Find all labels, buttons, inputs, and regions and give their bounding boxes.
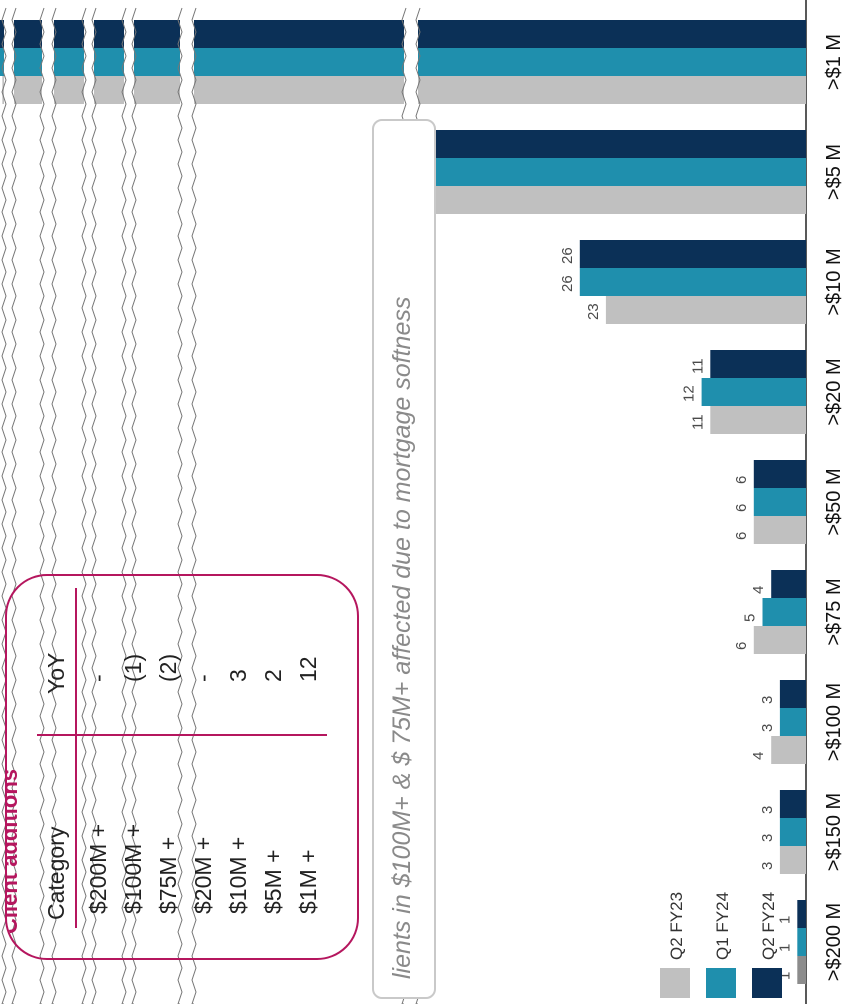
bar-q2-fy23 bbox=[418, 186, 806, 214]
legend-swatch bbox=[752, 968, 782, 998]
data-label: 11 bbox=[689, 414, 706, 430]
bar-q2-fy24 bbox=[771, 570, 807, 598]
category-label: >$75 M bbox=[823, 578, 845, 645]
table-cell-category: $200M + bbox=[85, 823, 111, 914]
bar-q1-fy24 bbox=[398, 158, 806, 186]
data-label: 4 bbox=[750, 586, 767, 594]
legend-label: Q2 FY23 bbox=[667, 892, 686, 960]
data-label: 1 bbox=[776, 916, 793, 924]
category-label: >$5 M bbox=[823, 144, 845, 200]
data-label: 23 bbox=[585, 303, 602, 320]
bar-q1-fy24 bbox=[779, 708, 807, 736]
annotation-callout: lients in $100M+ & $ 75M+ affected due t… bbox=[372, 119, 436, 999]
data-label: 4 bbox=[750, 752, 767, 760]
table-header-yoy: YoY bbox=[43, 652, 69, 694]
data-label: 12 bbox=[681, 385, 698, 402]
table-column-divider bbox=[37, 734, 327, 736]
data-label: 5 bbox=[742, 614, 759, 622]
data-label: 6 bbox=[733, 504, 750, 512]
table-cell-category: $20M + bbox=[190, 836, 216, 914]
legend-label: Q1 FY24 bbox=[713, 892, 732, 960]
category-label: >$100 M bbox=[823, 683, 845, 761]
bar-q2-fy24 bbox=[710, 350, 806, 378]
table-cell-category: $75M + bbox=[155, 836, 181, 914]
table-header-category: Category bbox=[43, 826, 69, 920]
table-cell-yoy: 3 bbox=[225, 669, 251, 682]
legend-label: Q2 FY24 bbox=[759, 892, 778, 960]
axis-break bbox=[1, 0, 17, 1004]
bar-q2-fy23 bbox=[771, 736, 807, 764]
axis-break bbox=[121, 0, 137, 1004]
data-label: 3 bbox=[759, 696, 776, 704]
data-label: 6 bbox=[733, 532, 750, 540]
category-label: >$20 M bbox=[823, 358, 845, 425]
data-label: 26 bbox=[559, 247, 576, 264]
bar-q2-fy24 bbox=[0, 20, 806, 48]
bar-q2-fy24 bbox=[779, 680, 807, 708]
data-label: 1 bbox=[776, 972, 793, 980]
bar-q1-fy24 bbox=[762, 598, 806, 626]
bar-q2-fy23 bbox=[797, 956, 806, 984]
category-label: >$150 M bbox=[823, 793, 845, 871]
table-title: Client additions bbox=[5, 769, 22, 934]
bar-q2-fy23 bbox=[779, 846, 807, 874]
bar-q1-fy24 bbox=[753, 488, 806, 516]
axis-break bbox=[39, 0, 57, 1004]
data-label: 26 bbox=[559, 275, 576, 292]
data-label: 1 bbox=[776, 944, 793, 952]
table-cell-category: $1M + bbox=[295, 849, 321, 914]
category-label: >$50 M bbox=[823, 468, 845, 535]
table-cell-category: $10M + bbox=[225, 836, 251, 914]
bar-q2-fy24 bbox=[579, 240, 806, 268]
bar-q2-fy24 bbox=[797, 900, 806, 928]
bar-q1-fy24 bbox=[797, 928, 806, 956]
legend-swatch bbox=[706, 968, 736, 998]
data-label: 11 bbox=[689, 358, 706, 374]
data-label: 3 bbox=[759, 806, 776, 814]
legend-swatch bbox=[660, 968, 690, 998]
data-label: 3 bbox=[759, 862, 776, 870]
bar-q2-fy24 bbox=[779, 790, 807, 818]
data-label: 3 bbox=[759, 724, 776, 732]
axis-break bbox=[81, 0, 97, 1004]
table-cell-yoy: - bbox=[85, 674, 111, 682]
data-label: 3 bbox=[759, 834, 776, 842]
table-cell-yoy: 12 bbox=[295, 656, 321, 682]
table-cell-category: $100M + bbox=[120, 823, 146, 914]
bar-q2-fy23 bbox=[605, 296, 807, 324]
bar-q1-fy24 bbox=[579, 268, 806, 296]
bar-q1-fy24 bbox=[779, 818, 807, 846]
data-label: 6 bbox=[733, 476, 750, 484]
bar-q2-fy24 bbox=[398, 130, 806, 158]
data-label: 6 bbox=[733, 642, 750, 650]
table-cell-yoy: - bbox=[190, 674, 216, 682]
bar-q2-fy24 bbox=[753, 460, 806, 488]
category-label: >$10 M bbox=[823, 248, 845, 315]
bar-q2-fy23 bbox=[753, 626, 806, 654]
table-header-rule bbox=[75, 588, 77, 928]
table-cell-category: $5M + bbox=[260, 849, 286, 914]
category-label: >$1 M bbox=[823, 34, 845, 90]
table-cell-yoy: (1) bbox=[120, 653, 146, 682]
bar-q2-fy23 bbox=[753, 516, 806, 544]
axis-break bbox=[177, 0, 197, 1004]
client-additions-table: Client additions Category YoY $200M + - $1… bbox=[5, 574, 359, 960]
bar-q1-fy24 bbox=[0, 48, 806, 76]
category-label: >$200 M bbox=[823, 903, 845, 981]
bar-q2-fy23 bbox=[710, 406, 806, 434]
table-cell-yoy: 2 bbox=[260, 669, 286, 682]
table-cell-yoy: (2) bbox=[155, 653, 181, 682]
bar-q1-fy24 bbox=[701, 378, 806, 406]
annotation-text: lients in $100M+ & $ 75M+ affected due t… bbox=[388, 296, 416, 979]
